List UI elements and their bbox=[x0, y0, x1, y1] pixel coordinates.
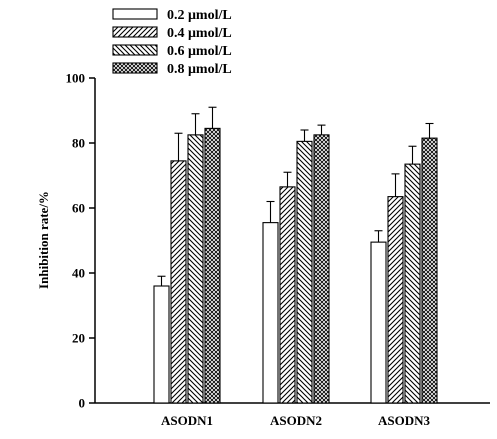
bar bbox=[313, 134, 330, 404]
y-tick-label: 80 bbox=[72, 136, 85, 151]
bar bbox=[387, 196, 404, 404]
legend-swatch bbox=[112, 44, 158, 56]
bar bbox=[370, 241, 387, 404]
legend: 0.2 μmol/L 0.4 μmol/L 0.6 μmol/L 0.8 μmol/L bbox=[112, 8, 232, 77]
bar bbox=[404, 163, 421, 404]
legend-swatch bbox=[112, 62, 158, 74]
legend-swatch bbox=[112, 26, 158, 38]
x-category-label: ASODN1 bbox=[161, 413, 213, 428]
y-tick-label: 100 bbox=[66, 71, 86, 86]
bar bbox=[187, 134, 204, 404]
legend-label: 0.8 μmol/L bbox=[167, 62, 232, 77]
y-tick-label: 20 bbox=[72, 331, 85, 346]
x-category-labels: ASODN1 ASODN2 ASODN3 bbox=[161, 413, 431, 428]
legend-label: 0.2 μmol/L bbox=[167, 8, 232, 23]
y-tick-label: 60 bbox=[72, 201, 85, 216]
x-category-label: ASODN2 bbox=[270, 413, 322, 428]
legend-label: 0.4 μmol/L bbox=[167, 26, 232, 41]
bar bbox=[262, 222, 279, 404]
y-tick-label: 40 bbox=[72, 266, 85, 281]
x-category-label: ASODN3 bbox=[378, 413, 431, 428]
bar bbox=[170, 160, 187, 404]
y-axis-title: Inhibition rate/% bbox=[36, 191, 51, 289]
bar bbox=[279, 186, 296, 404]
legend-swatch bbox=[112, 8, 158, 20]
bar bbox=[204, 127, 221, 404]
y-ticks: 0 20 40 60 80 100 bbox=[66, 71, 95, 411]
y-tick-label: 0 bbox=[79, 396, 86, 411]
bar bbox=[153, 285, 170, 404]
bar bbox=[296, 140, 313, 404]
bar bbox=[421, 137, 438, 404]
legend-label: 0.6 μmol/L bbox=[167, 44, 232, 59]
bars bbox=[153, 106, 438, 404]
